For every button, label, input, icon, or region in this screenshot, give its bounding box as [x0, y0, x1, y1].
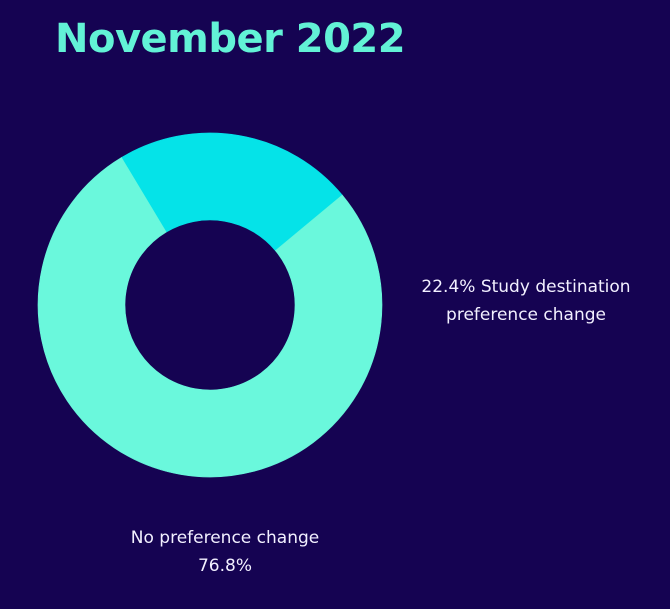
- slice-label-no-change-line2: 76.8%: [197, 556, 252, 576]
- slice-label-study-change: 22.4% Study destination preference chang…: [412, 273, 640, 329]
- donut-slice-no-change: [37, 157, 383, 478]
- donut-slice-study-change: [121, 132, 343, 252]
- chart-title: November 2022: [55, 16, 406, 62]
- slice-label-no-change-line1: No preference change: [130, 528, 320, 548]
- slice-label-study-change-line1: 22.4% Study destination: [421, 277, 631, 297]
- slice-label-study-change-line2: preference change: [446, 305, 606, 325]
- slice-label-no-change: No preference change 76.8%: [100, 524, 350, 580]
- donut-slices: [37, 132, 383, 478]
